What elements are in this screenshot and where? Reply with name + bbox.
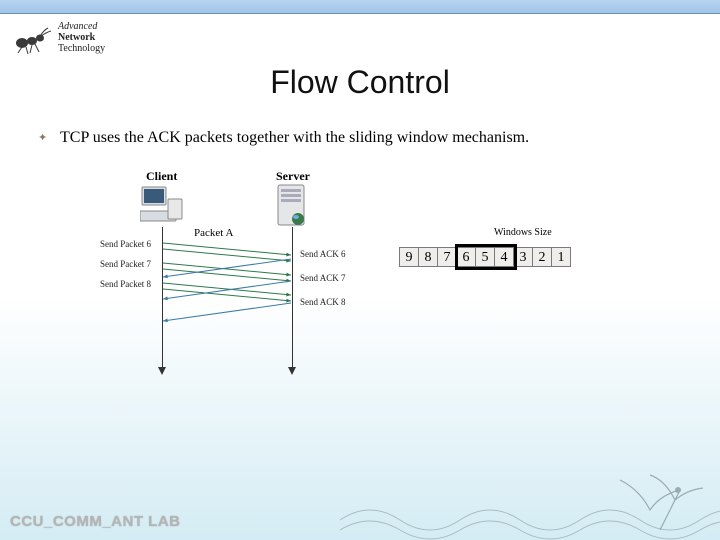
logo-text: Advanced Network Technology (58, 21, 105, 54)
logo-line1: Advanced (58, 21, 105, 32)
window-cell: 5 (475, 247, 495, 267)
packet-a-label: Packet A (194, 227, 233, 239)
server-label: Server (276, 169, 310, 184)
window-cell: 7 (437, 247, 457, 267)
window-title-bar (0, 0, 720, 14)
window-size-label: Windows Size (494, 227, 552, 238)
send-ack-label: Send ACK 6 (300, 249, 346, 259)
bullet-icon: ✦ (38, 127, 60, 144)
logo-line3: Technology (58, 43, 105, 54)
window-cell: 4 (494, 247, 514, 267)
client-label: Client (146, 169, 177, 184)
logo-header: Advanced Network Technology (0, 14, 720, 60)
client-computer-icon (140, 185, 184, 223)
logo-line2: Network (58, 32, 105, 43)
window-cell: 1 (551, 247, 571, 267)
bullet-row: ✦ TCP uses the ACK packets together with… (38, 127, 682, 149)
window-cell: 6 (456, 247, 476, 267)
server-lifeline (292, 227, 293, 369)
wave-decoration-icon (340, 460, 720, 540)
window-cell: 2 (532, 247, 552, 267)
client-lifeline (162, 227, 163, 369)
server-lifeline-arrow (288, 367, 296, 375)
send-packet-label: Send Packet 6 (100, 239, 151, 249)
client-lifeline-arrow (158, 367, 166, 375)
ant-logo-icon (8, 19, 52, 55)
content-area: ✦ TCP uses the ACK packets together with… (0, 101, 720, 369)
window-cell: 3 (513, 247, 533, 267)
send-packet-label: Send Packet 8 (100, 279, 151, 289)
send-ack-label: Send ACK 7 (300, 273, 346, 283)
slide-title: Flow Control (0, 64, 720, 101)
window-cell: 8 (418, 247, 438, 267)
send-packet-label: Send Packet 7 (100, 259, 151, 269)
send-ack-label: Send ACK 8 (300, 297, 346, 307)
sequence-diagram: Client Server Packet A (100, 169, 620, 369)
window-cell: 9 (399, 247, 419, 267)
footer-label: CCU_COMM_ANT LAB (10, 513, 181, 530)
server-tower-icon (276, 183, 306, 227)
sliding-window-cells: 987654321 (400, 247, 571, 267)
bullet-text: TCP uses the ACK packets together with t… (60, 127, 529, 149)
